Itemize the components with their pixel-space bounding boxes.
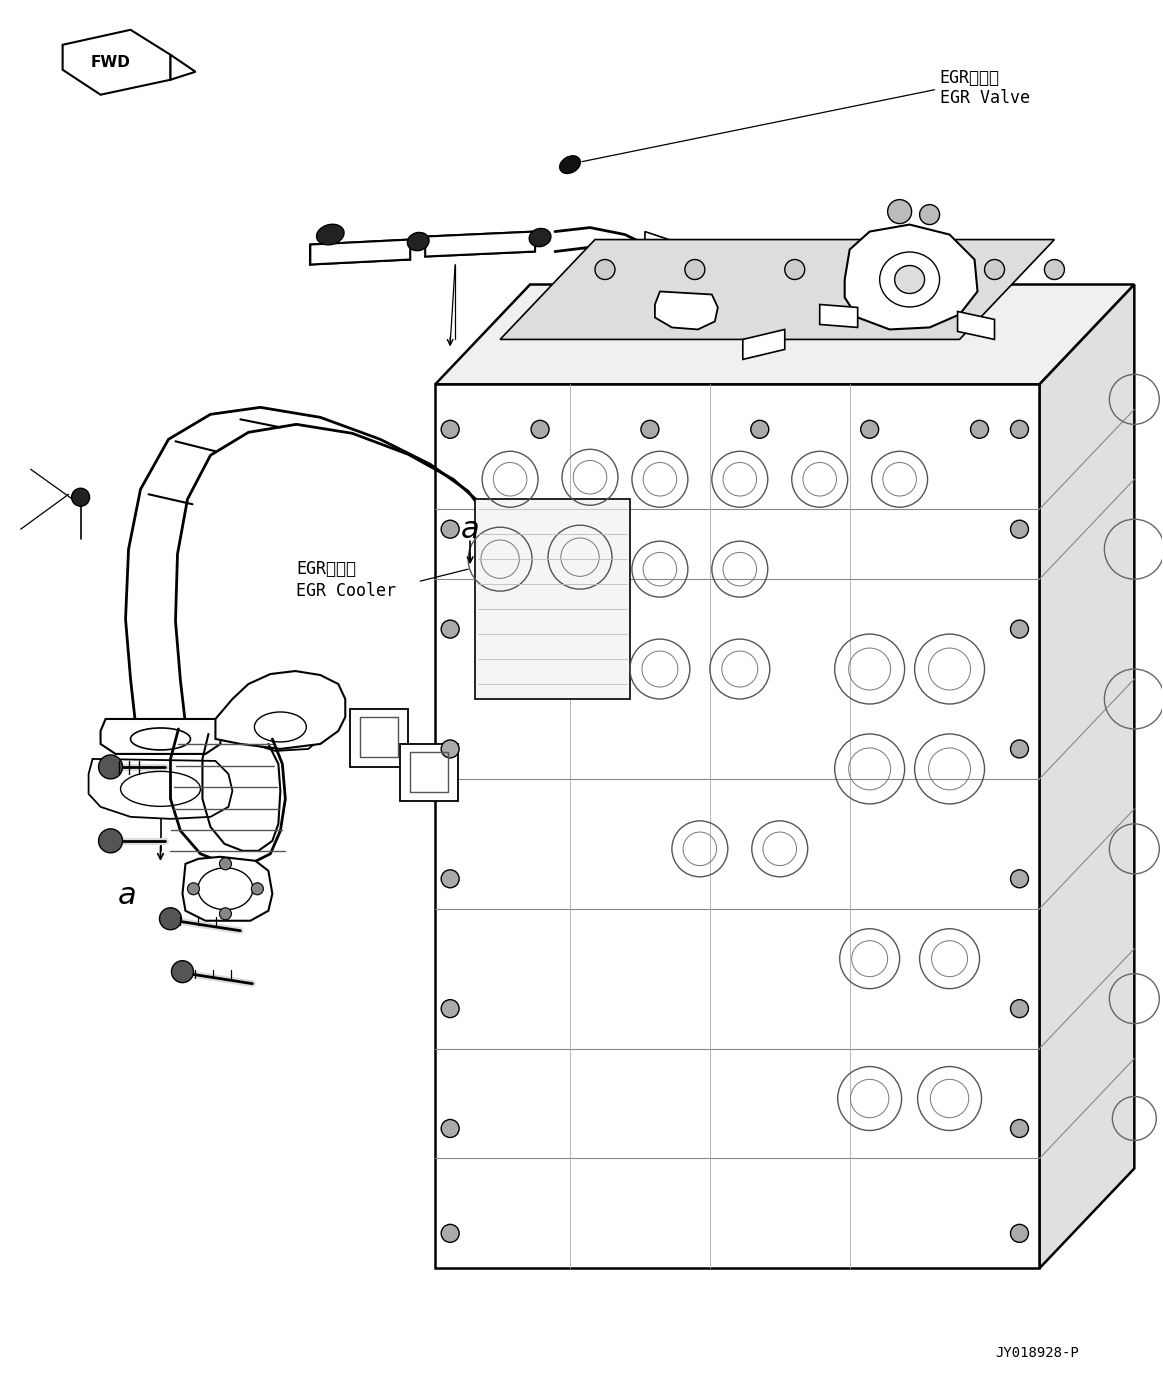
Circle shape xyxy=(641,420,659,438)
Circle shape xyxy=(885,260,905,280)
Polygon shape xyxy=(957,312,994,340)
Circle shape xyxy=(159,908,181,930)
Polygon shape xyxy=(844,225,978,329)
Polygon shape xyxy=(400,744,458,800)
Circle shape xyxy=(1011,520,1028,539)
Circle shape xyxy=(595,260,615,280)
Circle shape xyxy=(441,420,459,438)
Polygon shape xyxy=(500,239,1055,340)
Polygon shape xyxy=(655,291,718,329)
Polygon shape xyxy=(435,284,1134,385)
Text: EGRバルブ: EGRバルブ xyxy=(940,69,999,87)
Circle shape xyxy=(441,1224,459,1242)
Text: FWD: FWD xyxy=(91,56,130,70)
Text: JY018928-P: JY018928-P xyxy=(996,1346,1079,1360)
Polygon shape xyxy=(1040,284,1134,1269)
Circle shape xyxy=(785,260,805,280)
Circle shape xyxy=(971,420,989,438)
Circle shape xyxy=(441,740,459,758)
Polygon shape xyxy=(645,232,690,270)
Circle shape xyxy=(920,204,940,225)
Circle shape xyxy=(531,420,549,438)
Circle shape xyxy=(1044,260,1064,280)
Polygon shape xyxy=(820,305,857,327)
Circle shape xyxy=(171,961,193,982)
Ellipse shape xyxy=(316,224,344,245)
Circle shape xyxy=(99,755,122,779)
Polygon shape xyxy=(215,672,345,748)
Polygon shape xyxy=(100,719,221,754)
Text: EGR Valve: EGR Valve xyxy=(940,88,1029,106)
Text: a: a xyxy=(119,881,137,909)
Circle shape xyxy=(1011,740,1028,758)
Circle shape xyxy=(1011,420,1028,438)
Circle shape xyxy=(887,200,912,224)
Polygon shape xyxy=(350,709,408,767)
Circle shape xyxy=(685,260,705,280)
Polygon shape xyxy=(63,29,171,95)
Circle shape xyxy=(441,620,459,638)
Circle shape xyxy=(1011,1000,1028,1017)
Ellipse shape xyxy=(529,228,551,246)
Circle shape xyxy=(441,870,459,888)
Polygon shape xyxy=(426,232,535,256)
Polygon shape xyxy=(435,385,1040,1269)
Polygon shape xyxy=(743,329,785,360)
Ellipse shape xyxy=(894,266,925,294)
Ellipse shape xyxy=(72,488,90,506)
Circle shape xyxy=(220,908,231,919)
Polygon shape xyxy=(183,856,272,921)
Circle shape xyxy=(1011,870,1028,888)
Circle shape xyxy=(99,828,122,853)
Circle shape xyxy=(441,1000,459,1017)
Circle shape xyxy=(861,420,878,438)
Circle shape xyxy=(1011,620,1028,638)
Text: EGR Cooler: EGR Cooler xyxy=(297,582,397,600)
Polygon shape xyxy=(311,239,411,264)
Text: a: a xyxy=(461,515,479,544)
Circle shape xyxy=(220,858,231,870)
Circle shape xyxy=(251,883,263,895)
Circle shape xyxy=(1011,1119,1028,1137)
Circle shape xyxy=(187,883,200,895)
Circle shape xyxy=(985,260,1005,280)
Circle shape xyxy=(441,1119,459,1137)
Circle shape xyxy=(441,520,459,539)
Ellipse shape xyxy=(407,232,429,250)
Polygon shape xyxy=(171,55,195,80)
Text: EGRクーラ: EGRクーラ xyxy=(297,560,356,578)
Circle shape xyxy=(751,420,769,438)
Ellipse shape xyxy=(559,155,580,173)
Circle shape xyxy=(1011,1224,1028,1242)
Polygon shape xyxy=(476,499,630,700)
